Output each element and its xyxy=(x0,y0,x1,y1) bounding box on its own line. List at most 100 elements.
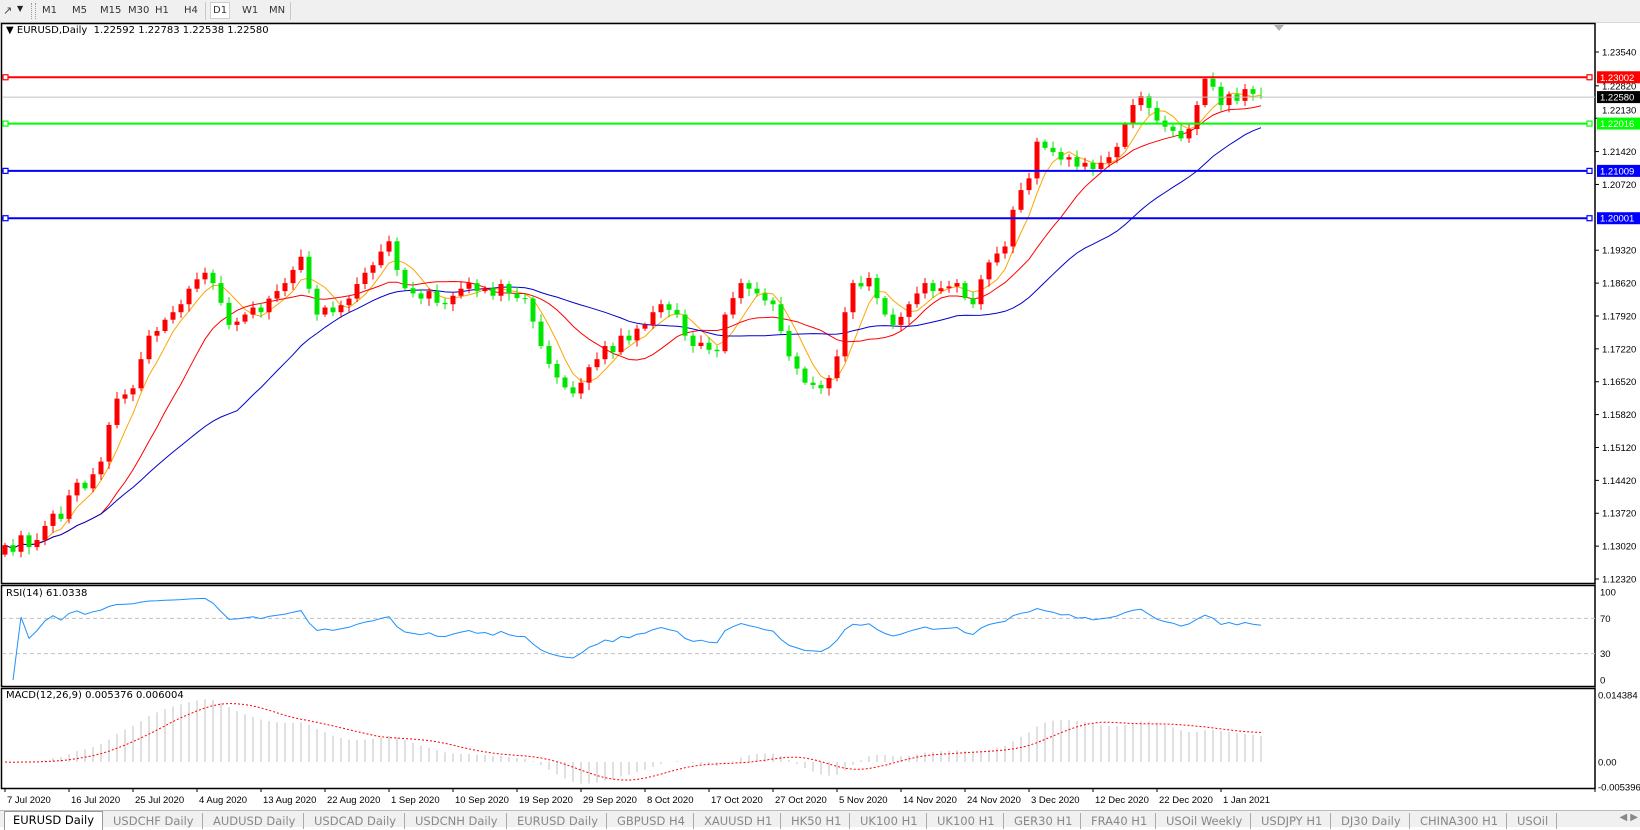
timeframe-m1[interactable]: M1 xyxy=(42,5,57,16)
timeframe-h1[interactable]: H1 xyxy=(155,5,169,16)
tab-uk100-h1[interactable]: UK100 H1 xyxy=(929,813,1004,829)
price-axis-label: 1.19320 xyxy=(1602,246,1636,257)
candle-body xyxy=(1074,157,1080,167)
candle-body xyxy=(962,283,968,299)
tab-fra40-h1[interactable]: FRA40 H1 xyxy=(1083,813,1157,829)
candle-body xyxy=(506,284,512,294)
candle-body xyxy=(946,286,952,289)
price-axis-label: 1.22130 xyxy=(1602,106,1636,117)
line-handle-left[interactable] xyxy=(2,167,9,174)
timeframe-m5[interactable]: M5 xyxy=(72,5,87,16)
candle-body xyxy=(482,288,488,292)
tab-usoil[interactable]: USOil xyxy=(1509,813,1558,829)
tab-china300-h1[interactable]: CHINA300 H1 xyxy=(1412,813,1508,829)
candle-body xyxy=(226,302,232,325)
candle-body xyxy=(322,307,328,315)
chart-canvas[interactable]: 1.23540 1.22820 1.22130 1.21420 1.20720 1.193… xyxy=(0,0,1640,810)
chart-shift-marker-icon[interactable] xyxy=(1274,25,1284,31)
toolbar-grip[interactable] xyxy=(31,3,36,19)
candle-body xyxy=(514,293,520,299)
candle-body xyxy=(314,288,320,315)
candle-body xyxy=(802,368,808,383)
line-handle-left[interactable] xyxy=(2,74,9,81)
date-axis-label: 14 Nov 2020 xyxy=(903,795,957,806)
date-axis-label: 12 Dec 2020 xyxy=(1095,795,1149,806)
rsi-label: RSI(14) 61.0338 xyxy=(6,588,88,599)
candle-body xyxy=(498,284,504,296)
date-axis-label: 27 Oct 2020 xyxy=(775,795,827,806)
tab-ger30-h1[interactable]: GER30 H1 xyxy=(1006,813,1082,829)
candle-body xyxy=(402,269,408,289)
price-axis-label: 1.15820 xyxy=(1602,410,1636,421)
tab-usdjpy-h1[interactable]: USDJPY H1 xyxy=(1253,813,1332,829)
toolbar-separator xyxy=(290,2,291,20)
date-axis-label: 22 Aug 2020 xyxy=(327,795,380,806)
candle-body xyxy=(746,283,752,289)
rsi-axis-label: 70 xyxy=(1600,614,1611,625)
tab-dj30-daily[interactable]: DJ30 Daily xyxy=(1333,813,1410,829)
timeframe-d1[interactable]: D1 xyxy=(210,2,231,19)
collapse-triangle-icon[interactable]: ▼ xyxy=(6,25,17,36)
line-handle-right[interactable] xyxy=(1586,74,1593,81)
cursor-tools-icon[interactable]: ↗ xyxy=(3,4,13,17)
horizontal-line-label: 1.23002 xyxy=(1600,73,1634,84)
timeframe-m30[interactable]: M30 xyxy=(128,5,150,16)
timeframe-m15[interactable]: M15 xyxy=(100,5,122,16)
tab-audusd-daily[interactable]: AUDUSD Daily xyxy=(205,813,305,829)
price-axis-label: 1.15120 xyxy=(1602,443,1636,454)
tab-hk50-h1[interactable]: HK50 H1 xyxy=(783,813,851,829)
tab-usoil-weekly[interactable]: USOil Weekly xyxy=(1158,813,1252,829)
line-handle-left[interactable] xyxy=(2,120,9,127)
candle-body xyxy=(586,367,592,383)
tab-eurusd-daily[interactable]: EURUSD Daily xyxy=(509,813,607,829)
tab-usdcad-daily[interactable]: USDCAD Daily xyxy=(306,813,406,829)
price-axis-label: 1.12320 xyxy=(1602,575,1636,586)
candle-body xyxy=(546,346,552,364)
candle-body xyxy=(650,312,656,325)
date-axis-label: 1 Jan 2021 xyxy=(1223,795,1270,806)
candle-body xyxy=(1114,146,1120,158)
candle-body xyxy=(1202,78,1208,106)
date-axis-label: 10 Sep 2020 xyxy=(455,795,509,806)
candle-body xyxy=(898,316,904,325)
candle-body xyxy=(274,291,280,299)
tab-eurusd-daily[interactable]: EURUSD Daily xyxy=(4,811,103,830)
moving-average-line-30 xyxy=(4,127,1262,550)
line-handle-right[interactable] xyxy=(1586,120,1593,127)
timeframe-w1[interactable]: W1 xyxy=(242,5,259,16)
candle-body xyxy=(242,314,248,322)
candle-body xyxy=(978,279,984,305)
candle-body xyxy=(2,545,8,555)
date-axis-label: 3 Dec 2020 xyxy=(1031,795,1080,806)
rsi-axis-label: 100 xyxy=(1600,588,1616,599)
candle-body xyxy=(162,319,168,332)
candle-body xyxy=(970,298,976,305)
timeframe-h4[interactable]: H4 xyxy=(184,5,198,16)
candle-body xyxy=(794,356,800,369)
line-handle-left[interactable] xyxy=(2,215,9,222)
tab-gbpusd-h4[interactable]: GBPUSD H4 xyxy=(609,813,694,829)
line-handle-right[interactable] xyxy=(1586,215,1593,222)
line-handle-right[interactable] xyxy=(1586,167,1593,174)
candle-body xyxy=(450,295,456,305)
symbol-label: EURUSD,Daily xyxy=(16,25,88,36)
candle-body xyxy=(874,277,880,299)
tab-xauusd-h1[interactable]: XAUUSD H1 xyxy=(696,813,782,829)
tab-uk100-h1[interactable]: UK100 H1 xyxy=(852,813,927,829)
tab-scroll-arrows[interactable]: ◀ ▶ xyxy=(1619,812,1638,823)
timeframe-mn[interactable]: MN xyxy=(269,5,286,16)
candle-body xyxy=(690,335,696,347)
tab-usdcnh-daily[interactable]: USDCNH Daily xyxy=(407,813,507,829)
candle-body xyxy=(1146,96,1152,108)
candle-body xyxy=(682,314,688,336)
candle-body xyxy=(1098,162,1104,169)
chevron-down-icon[interactable]: ▼ xyxy=(17,4,24,13)
date-axis-label: 5 Nov 2020 xyxy=(839,795,888,806)
rsi-pane xyxy=(0,584,1596,688)
price-axis-label: 1.18620 xyxy=(1602,279,1636,290)
candle-body xyxy=(658,304,664,313)
tab-usdchf-daily[interactable]: USDCHF Daily xyxy=(105,813,203,829)
candle-body xyxy=(218,283,224,303)
candle-body xyxy=(1250,89,1256,94)
candle-body xyxy=(538,321,544,347)
